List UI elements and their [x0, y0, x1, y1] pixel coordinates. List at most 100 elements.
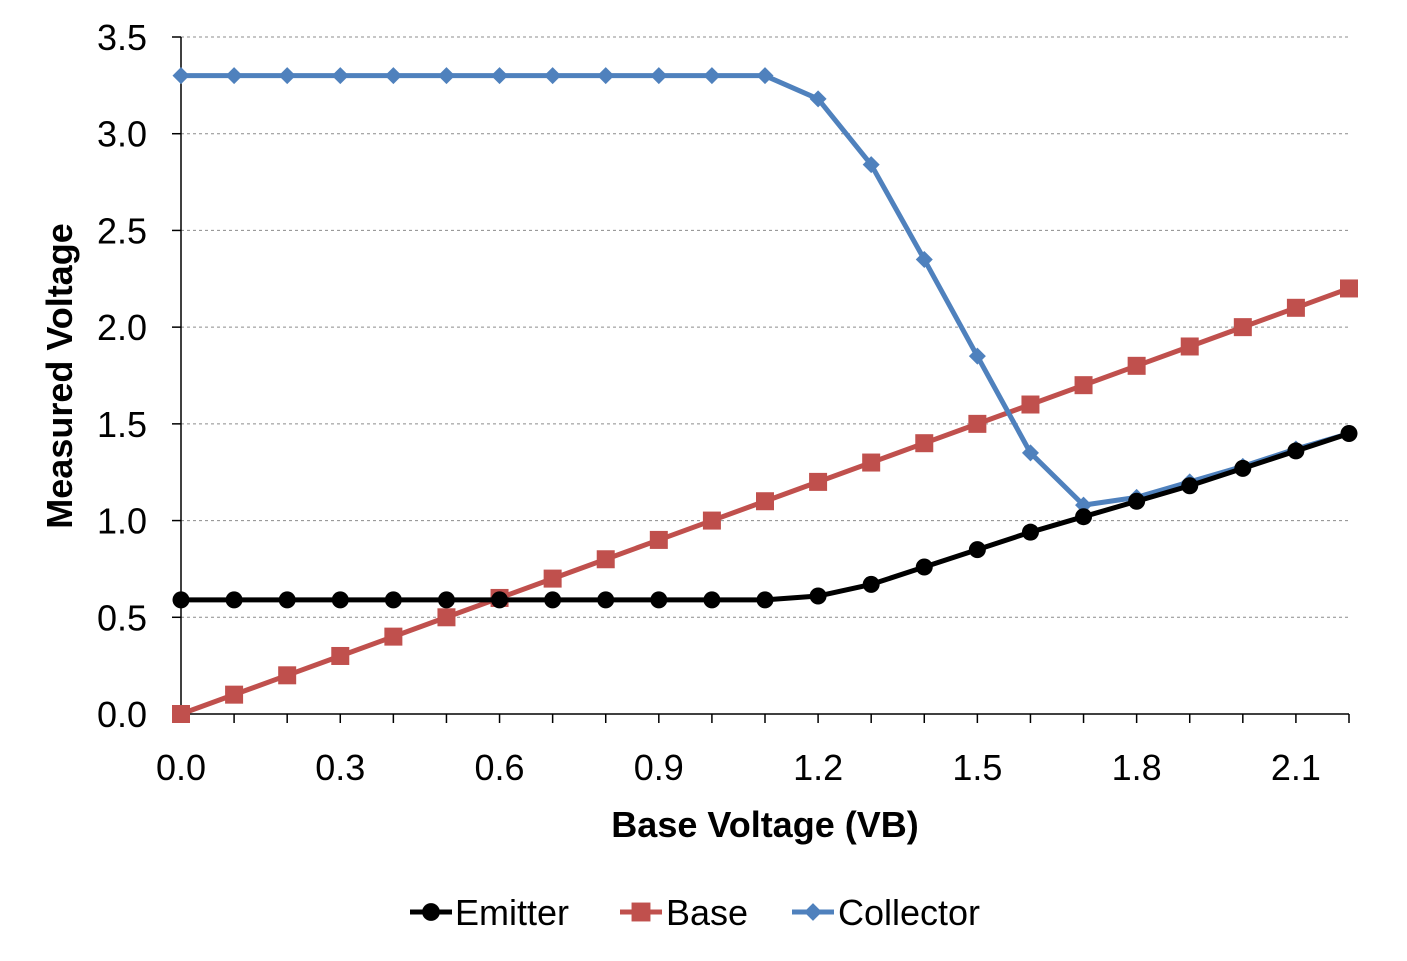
base-point: [1127, 356, 1146, 375]
x-axis-title: Base Voltage (VB): [611, 804, 918, 845]
base-point: [278, 666, 297, 685]
legend-label: Collector: [838, 892, 980, 933]
collector-point: [862, 156, 880, 174]
collector-point: [703, 67, 721, 85]
emitter-point: [384, 591, 402, 609]
tick-labels: 0.0 0.5 1.0 1.5 2.0 2.5 3.0 3.5 0.0 0.3 0.6 0.9 1.2 1…: [97, 17, 1321, 788]
collector-point: [650, 67, 668, 85]
emitter-point: [1234, 459, 1252, 477]
emitter-point: [915, 558, 933, 576]
y-tick-label: 0.5: [97, 597, 147, 638]
collector-point: [225, 67, 243, 85]
series-collector: [172, 67, 1358, 514]
emitter-point: [544, 591, 562, 609]
x-tick-label: 1.8: [1112, 747, 1162, 788]
series-emitter: [172, 425, 1358, 609]
y-tick-label: 2.5: [97, 210, 147, 251]
collector-point: [915, 250, 933, 268]
collector-line: [178, 73, 1352, 508]
collector-point: [597, 67, 615, 85]
emitter-point: [809, 587, 827, 605]
legend-item-emitter: Emitter: [410, 892, 569, 933]
emitter-point: [225, 591, 243, 609]
x-tick-label: 1.2: [793, 747, 843, 788]
base-point: [331, 646, 350, 665]
y-axis-title: Measured Voltage: [39, 223, 80, 528]
legend-swatch-marker: [631, 902, 651, 922]
base-point: [1286, 298, 1305, 317]
collector-point: [756, 67, 774, 85]
emitter-point: [1021, 523, 1039, 541]
emitter-point: [1340, 425, 1358, 443]
base-point: [172, 705, 190, 723]
base-point: [756, 492, 774, 511]
emitter-point: [968, 541, 986, 559]
collector-point: [809, 90, 827, 108]
base-point: [1180, 337, 1199, 356]
base-point: [225, 685, 244, 704]
legend-label: Emitter: [455, 892, 569, 933]
emitter-point: [1128, 492, 1146, 510]
base-point: [915, 434, 934, 453]
base-point: [809, 472, 828, 491]
series-lines: [172, 67, 1358, 723]
x-tick-label: 0.6: [475, 747, 525, 788]
emitter-point: [703, 591, 721, 609]
collector-point: [544, 67, 562, 85]
emitter-point: [278, 591, 296, 609]
y-tick-label: 1.5: [97, 404, 147, 445]
base-point: [968, 414, 987, 433]
y-tick-label: 2.0: [97, 307, 147, 348]
collector-point: [172, 67, 190, 85]
emitter-point: [862, 575, 880, 593]
base-point: [862, 453, 881, 472]
legend-swatch-marker: [804, 903, 822, 921]
emitter-point: [756, 591, 774, 609]
emitter-point: [1287, 442, 1305, 460]
base-point: [1340, 279, 1358, 298]
emitter-point: [650, 591, 668, 609]
collector-point: [1021, 444, 1039, 462]
y-tick-label: 1.0: [97, 501, 147, 542]
emitter-point: [172, 591, 190, 609]
emitter-point: [597, 591, 615, 609]
base-point: [437, 608, 456, 627]
collector-point: [968, 347, 986, 365]
collector-point: [331, 67, 349, 85]
legend-label: Base: [666, 892, 748, 933]
emitter-point: [331, 591, 349, 609]
legend: Emitter Base Collector: [410, 892, 980, 933]
emitter-point: [491, 591, 509, 609]
collector-point: [437, 67, 455, 85]
base-point: [384, 627, 403, 646]
x-tick-label: 1.5: [952, 747, 1002, 788]
base-point: [702, 511, 721, 530]
base-point: [1021, 395, 1040, 414]
x-tick-label: 0.9: [634, 747, 684, 788]
x-tick-label: 0.0: [156, 747, 206, 788]
emitter-point: [1075, 508, 1093, 526]
y-tick-label: 3.5: [97, 17, 147, 58]
series-base: [172, 279, 1358, 723]
grid-lines: [181, 36, 1349, 618]
base-point: [1233, 318, 1252, 337]
base-point: [543, 569, 562, 588]
axes: [172, 36, 1350, 723]
base-point: [596, 550, 615, 569]
emitter-point: [1181, 477, 1199, 495]
legend-item-base: Base: [620, 892, 748, 933]
emitter-line: [178, 431, 1352, 603]
base-point: [649, 530, 668, 549]
collector-point: [384, 67, 402, 85]
emitter-point: [437, 591, 455, 609]
legend-swatch-marker: [422, 903, 440, 921]
x-tick-label: 2.1: [1271, 747, 1321, 788]
base-point: [1074, 376, 1093, 395]
x-tick-label: 0.3: [315, 747, 365, 788]
legend-item-collector: Collector: [792, 892, 980, 933]
y-tick-label: 3.0: [97, 114, 147, 155]
collector-point: [278, 67, 296, 85]
collector-point: [491, 67, 509, 85]
